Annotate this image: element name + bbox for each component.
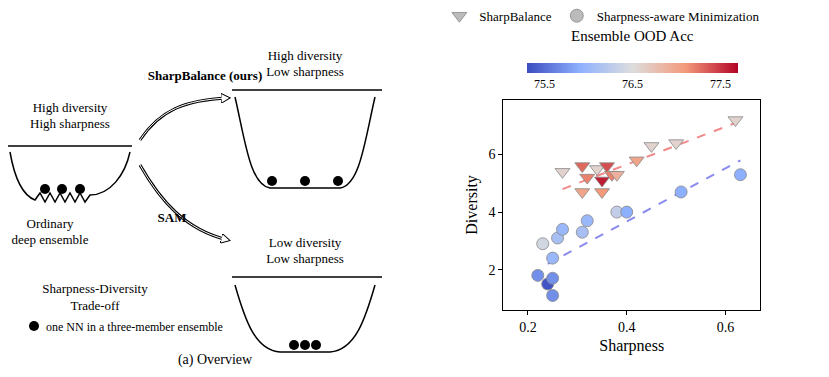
svg-text:Low sharpness: Low sharpness bbox=[266, 64, 344, 79]
svg-text:0.6: 0.6 bbox=[717, 320, 735, 335]
svg-text:SharpBalance (ours): SharpBalance (ours) bbox=[148, 68, 262, 83]
svg-text:Low sharpness: Low sharpness bbox=[266, 251, 344, 266]
svg-text:one NN in a three-member ensem: one NN in a three-member ensemble bbox=[46, 320, 223, 334]
svg-text:Trade-off: Trade-off bbox=[70, 298, 120, 313]
svg-text:Diversity: Diversity bbox=[463, 175, 481, 235]
svg-text:77.5: 77.5 bbox=[710, 77, 731, 91]
svg-text:75.5: 75.5 bbox=[534, 77, 555, 91]
svg-text:4: 4 bbox=[488, 205, 495, 220]
svg-text:Low diversity: Low diversity bbox=[269, 235, 342, 250]
svg-text:SharpBalance: SharpBalance bbox=[479, 9, 551, 24]
svg-text:SAM: SAM bbox=[158, 210, 187, 225]
svg-text:Sharpness-Diversity: Sharpness-Diversity bbox=[42, 281, 148, 296]
svg-text:0.2: 0.2 bbox=[519, 320, 537, 335]
svg-text:6: 6 bbox=[488, 147, 495, 162]
svg-text:High sharpness: High sharpness bbox=[30, 116, 110, 131]
svg-text:0.4: 0.4 bbox=[618, 320, 636, 335]
svg-text:deep ensemble: deep ensemble bbox=[12, 232, 89, 247]
svg-text:Ensemble OOD Acc: Ensemble OOD Acc bbox=[571, 28, 694, 44]
svg-text:(a) Overview: (a) Overview bbox=[178, 352, 253, 368]
svg-text:High diversity: High diversity bbox=[33, 100, 108, 115]
svg-text:Sharpness: Sharpness bbox=[599, 337, 664, 355]
svg-text:High diversity: High diversity bbox=[268, 48, 343, 63]
svg-text:Ordinary: Ordinary bbox=[27, 216, 74, 231]
svg-text:2: 2 bbox=[488, 263, 495, 278]
svg-text:76.5: 76.5 bbox=[622, 77, 643, 91]
svg-text:Sharpness-aware Minimization: Sharpness-aware Minimization bbox=[597, 9, 760, 24]
